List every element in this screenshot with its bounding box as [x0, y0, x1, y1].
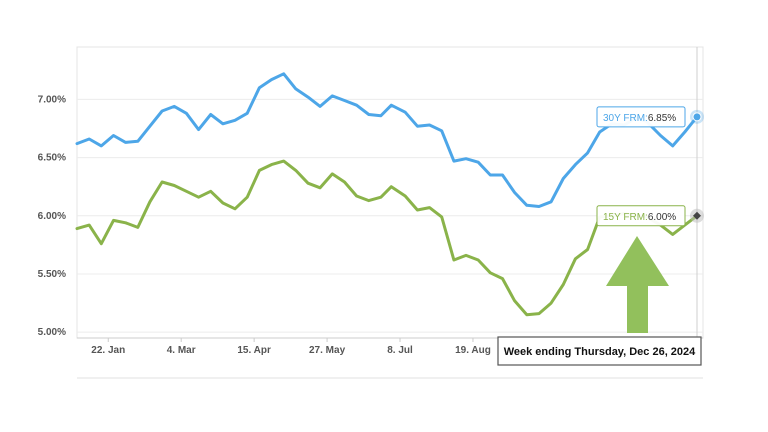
x-tick-label: 4. Mar: [167, 345, 196, 356]
week-annotation-text: Week ending Thursday, Dec 26, 2024: [504, 346, 696, 358]
tooltip-label: 15Y FRM:: [603, 212, 648, 223]
tooltip-value: 6.00%: [648, 212, 676, 223]
tooltip-label: 30Y FRM:: [603, 113, 648, 124]
week-annotation-box: [497, 336, 702, 366]
y-tick-label: 5.00%: [38, 327, 66, 338]
tooltip-30y: 30Y FRM:6.85%: [596, 106, 686, 128]
series-lines: [75, 72, 699, 317]
y-tick-label: 6.00%: [38, 211, 66, 222]
y-tick-label: 6.50%: [38, 153, 66, 164]
y-tick-label: 7.00%: [38, 94, 66, 105]
plot-frame: [76, 46, 704, 339]
hover-point: [692, 112, 702, 122]
y-tick-label: 5.50%: [38, 269, 66, 280]
tooltips: 30Y FRM:6.85% 15Y FRM:6.00%: [596, 106, 686, 227]
y-axis-ticks: 5.00% 5.50% 6.00% 6.50% 7.00%: [38, 94, 66, 338]
up-arrow-icon: [606, 236, 669, 333]
x-tick-label: 22. Jan: [91, 345, 125, 356]
series-line-15y: [75, 159, 699, 317]
tooltip-15y: 15Y FRM:6.00%: [596, 205, 686, 227]
hover-points: [690, 109, 704, 223]
svg-text:30Y FRM:6.85%: 30Y FRM:6.85%: [603, 113, 676, 124]
week-annotation: Week ending Thursday, Dec 26, 2024: [497, 336, 702, 366]
x-tick-label: 27. May: [309, 345, 346, 356]
x-axis-ticks: 22. Jan 4. Mar 15. Apr 27. May 8. Jul 19. Aug: [91, 338, 491, 356]
x-tick-label: 15. Apr: [237, 345, 271, 356]
series-line-30y: [75, 72, 699, 208]
gridlines: [77, 98, 703, 333]
svg-text:15Y FRM:6.00%: 15Y FRM:6.00%: [603, 212, 676, 223]
x-tick-label: 8. Jul: [387, 345, 413, 356]
x-tick-label: 19. Aug: [455, 345, 491, 356]
hover-point: [693, 211, 701, 220]
tooltip-value: 6.85%: [648, 113, 676, 124]
annotation-arrow: [606, 236, 669, 333]
